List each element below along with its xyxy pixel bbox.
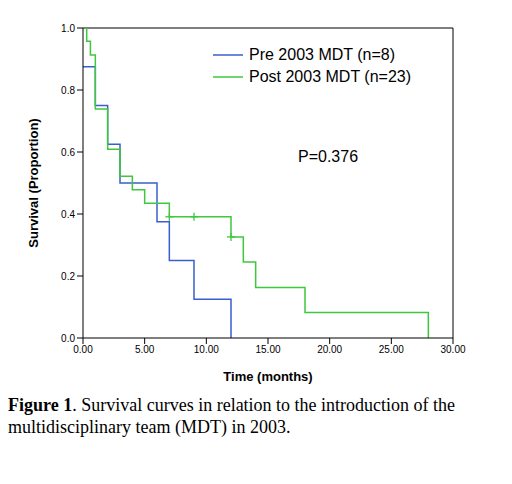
svg-text:0.6: 0.6	[61, 147, 75, 158]
svg-text:Time (months): Time (months)	[223, 369, 312, 384]
svg-text:0.4: 0.4	[61, 209, 75, 220]
svg-text:0.0: 0.0	[61, 333, 75, 344]
html-text:P=0.376: P=0.376	[298, 148, 359, 165]
svg-text:0.2: 0.2	[61, 271, 75, 282]
html-text:Figure 1. Survival curves in r: Figure 1. Survival curves in relation to…	[8, 395, 456, 437]
svg-text:0.8: 0.8	[61, 85, 75, 96]
html-text:Pre 2003 MDT (n=8): Pre 2003 MDT (n=8)	[249, 46, 395, 63]
html-text:Post 2003 MDT (n=23): Post 2003 MDT (n=23)	[249, 68, 411, 85]
svg-text:Survival (Proportion): Survival (Proportion)	[26, 118, 41, 247]
svg-text:0.00: 0.00	[73, 344, 93, 355]
svg-text:1.0: 1.0	[61, 23, 75, 34]
svg-text:10.00: 10.00	[194, 344, 219, 355]
svg-text:25.00: 25.00	[379, 344, 404, 355]
svg-text:30.00: 30.00	[440, 344, 465, 355]
svg-text:5.00: 5.00	[135, 344, 155, 355]
svg-text:15.00: 15.00	[255, 344, 280, 355]
svg-text:20.00: 20.00	[317, 344, 342, 355]
